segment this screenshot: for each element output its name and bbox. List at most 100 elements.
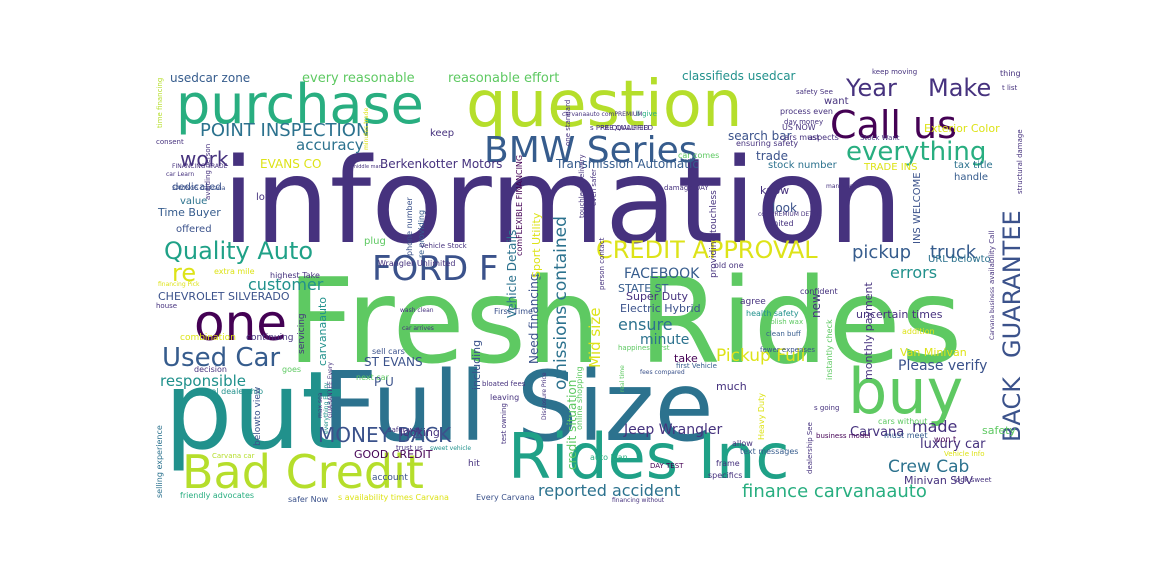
word: minutes trade	[363, 108, 370, 150]
word: Fresh Rides	[287, 252, 962, 390]
word: middle man	[352, 164, 382, 170]
word: uncertain times	[856, 308, 943, 321]
word: polish wax	[766, 318, 803, 326]
word: new	[809, 293, 823, 318]
word: confident	[800, 287, 838, 296]
word: thing	[1000, 69, 1021, 78]
word: First Time	[494, 307, 533, 316]
word: Wrangler Unlimited	[378, 259, 455, 268]
word: frame	[716, 459, 740, 468]
word: comFLEXIBLE FINANCING	[515, 155, 524, 256]
word: PRE QUALIFIED	[600, 124, 653, 132]
word: structural damage	[1016, 129, 1024, 194]
word: cars must	[780, 133, 819, 142]
word: Stock Want	[860, 134, 900, 142]
word: Sport Utility	[530, 212, 543, 278]
word: test owning	[500, 403, 508, 444]
word: first Vehicle	[676, 362, 717, 370]
word: GOOD CREDIT	[354, 448, 433, 461]
word: sell cars	[372, 347, 405, 356]
word: DAY TEST	[650, 462, 684, 470]
word: combination	[180, 333, 236, 343]
word: selling experience	[155, 425, 164, 498]
word: offered	[176, 224, 212, 235]
word: Rides Inc	[508, 420, 789, 493]
word: carvanaauto	[316, 297, 329, 366]
word: pickup	[852, 242, 911, 263]
word: MONEY BACK	[318, 423, 452, 447]
word: finance carvanaauto	[742, 481, 927, 502]
word: omissions contained	[551, 216, 571, 390]
word: BMW Series	[484, 130, 698, 171]
word: looking	[400, 426, 440, 439]
word: CHEVROLET SILVERADO	[158, 290, 290, 303]
word: Pickup Full	[716, 346, 805, 366]
word: FACEBOOK	[624, 266, 700, 282]
word: s going	[814, 404, 839, 412]
word: day money	[784, 118, 823, 126]
word: errors	[890, 263, 937, 282]
word: process even	[780, 107, 833, 116]
word: minute	[640, 332, 689, 348]
word: buy	[848, 355, 963, 428]
word: including	[470, 340, 483, 390]
word: car Learn	[166, 171, 194, 178]
word: even safer	[590, 169, 598, 206]
word: bloated fees	[482, 380, 526, 388]
word: financing without	[612, 497, 665, 504]
word: luxury car	[920, 437, 986, 452]
word: BACK	[998, 376, 1026, 442]
word: auto loan	[590, 453, 628, 462]
word: next car	[356, 373, 390, 382]
word: Van Minivan	[900, 346, 967, 359]
word: FORD F	[372, 249, 499, 289]
word: work	[180, 147, 229, 171]
word: one standard	[564, 100, 572, 146]
word: classifieds usedcar	[682, 69, 796, 83]
word: Used Car	[162, 343, 280, 373]
word: safer Now	[288, 495, 329, 504]
word: business model	[816, 432, 871, 440]
word: health safety	[746, 309, 799, 318]
word: consent	[156, 138, 184, 146]
word: Carvana	[850, 425, 904, 440]
word: Carvana car	[212, 452, 255, 460]
word: Super Duty	[626, 290, 688, 303]
word: touchless delivery	[578, 154, 586, 218]
word: put	[164, 349, 343, 474]
word: safer way	[388, 426, 422, 434]
word: real time	[619, 365, 626, 392]
word: Crew Cab	[888, 457, 969, 477]
word: TRADE INS	[863, 162, 917, 173]
word: customer	[248, 275, 324, 294]
word: house	[156, 302, 177, 310]
word: must meet	[884, 431, 927, 440]
word: t list	[1002, 84, 1018, 92]
word: Make	[928, 74, 991, 102]
word: GUARANTEE Every	[327, 362, 334, 418]
word: availability Call	[988, 231, 996, 284]
word: Carvana business	[989, 287, 996, 340]
word: value	[180, 196, 207, 207]
word: Need financing	[527, 274, 541, 364]
word: keep moving	[872, 68, 917, 76]
word: Call us	[830, 103, 957, 147]
word: friendly advocates	[180, 491, 254, 500]
word: STATE ST	[618, 282, 669, 295]
word: max sea	[317, 392, 324, 418]
word: addition	[902, 327, 935, 336]
word: Year	[845, 74, 897, 102]
word: usedcar zone	[170, 71, 250, 85]
word: Every Carvana	[476, 493, 535, 502]
word: handle	[954, 172, 988, 183]
word: much	[716, 380, 747, 393]
word: person contact	[598, 237, 606, 290]
word: look sweet	[954, 476, 992, 484]
word: search bar	[728, 129, 792, 143]
word: leaving	[490, 393, 519, 402]
word: every reasonable	[302, 71, 415, 86]
word: happiness first	[618, 344, 670, 352]
word: Vehicle Info	[944, 450, 985, 458]
word: belowto view	[253, 387, 263, 446]
